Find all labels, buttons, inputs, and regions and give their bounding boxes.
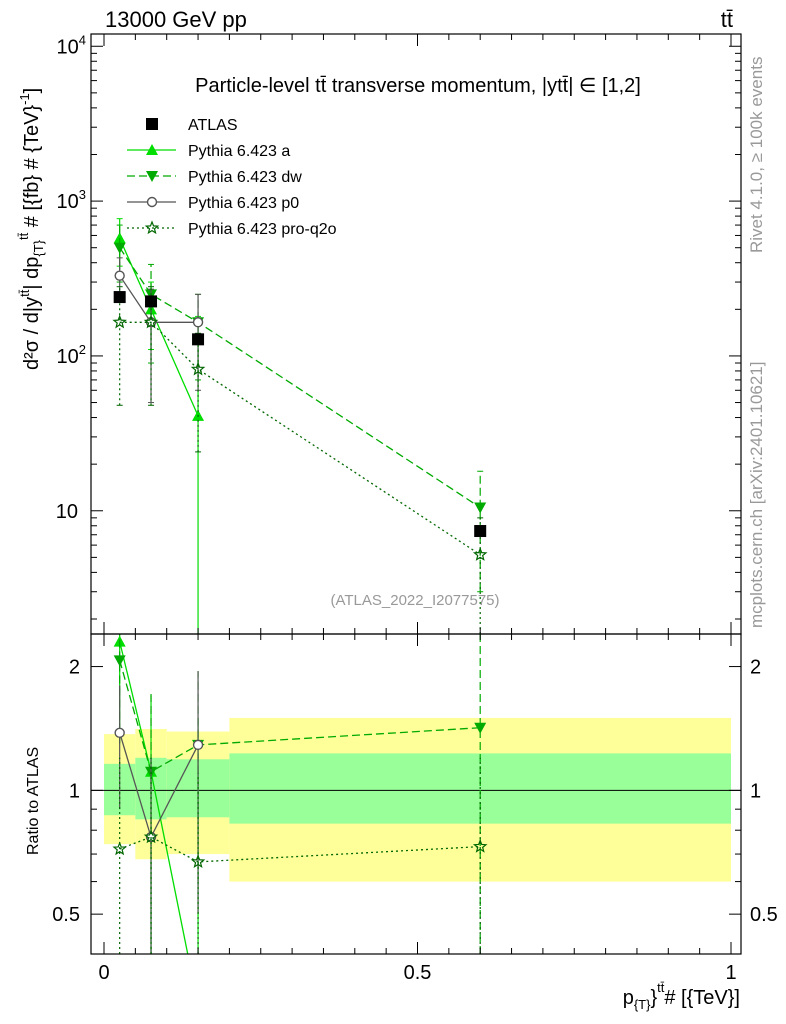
x-label-brace: } (650, 987, 657, 1009)
legend: ATLAS Pythia 6.423 a Pythia 6.423 dw Pythia… (127, 117, 337, 238)
axis-ticks: 0 0.5 1 10 102 103 104 0.5 0.5 1 1 2 2 (52, 32, 778, 984)
y-tick-label: 104 (57, 32, 86, 58)
legend-marker (146, 118, 158, 130)
ratio-point (143, 829, 159, 844)
legend-entry: Pythia 6.423 p0 (127, 195, 299, 212)
series-point (472, 547, 488, 561)
series-point (112, 314, 127, 329)
series-point (113, 232, 126, 244)
data-points-layer (113, 291, 487, 538)
legend-marker (144, 220, 160, 235)
series-line (119, 247, 481, 509)
x-axis-label: p{T}}tt̄# [{TeV}] (623, 980, 740, 1012)
legend-label: Pythia 6.423 a (188, 143, 290, 160)
x-label-sup: tt̄ (657, 980, 665, 995)
y-tick-label: 102 (57, 342, 86, 368)
ratio-point (112, 841, 127, 856)
ratio-point (474, 722, 487, 734)
ratio-point (472, 838, 488, 853)
y-tick-label: 103 (57, 187, 86, 213)
atlas-data-point (192, 333, 205, 346)
ratio-series-3 (112, 757, 488, 954)
ratio-point (190, 854, 206, 869)
x-label-main: p (623, 987, 634, 1009)
series-point (113, 242, 126, 254)
y-label-mid: | dp (21, 257, 43, 290)
ratio-point (113, 655, 126, 667)
series-0 (113, 218, 205, 635)
atlas-data-point (113, 291, 126, 304)
legend-entry: Pythia 6.423 dw (127, 169, 302, 186)
mcplots-source-label: mcplots.cern.ch [arXiv:2401.10621] (747, 362, 766, 628)
x-label-end: # [{TeV}] (664, 987, 740, 1009)
legend-marker (146, 171, 158, 182)
series-line (119, 238, 199, 417)
series-point (192, 317, 204, 328)
ratio-point (192, 739, 204, 751)
y-label-sup1: tt̄ (17, 289, 32, 297)
series-point (474, 502, 487, 514)
series-point (190, 361, 206, 376)
ratio-tick-label-right: 0.5 (750, 904, 778, 926)
ratio-y-axis-label: Ratio to ATLAS (25, 747, 42, 855)
ratio-plot-frame (90, 633, 742, 955)
x-tick-label: 0.5 (404, 962, 432, 984)
y-label-close: ] (21, 88, 43, 94)
x-label-sub: {T} (634, 997, 651, 1012)
y-label-sup2: tt̄ (16, 232, 31, 240)
legend-label: Pythia 6.423 dw (188, 169, 302, 186)
series-2 (114, 257, 204, 404)
y-label-end: # [{fb} # {TeV} (21, 105, 43, 233)
rivet-version-label: Rivet 4.1.0, ≥ 100k events (747, 57, 766, 253)
legend-label: ATLAS (188, 117, 238, 134)
y-tick-label: 10 (56, 501, 78, 523)
analysis-label: (ATLAS_2022_I2077575) (330, 592, 499, 609)
plot-title: Particle-level tt̄ transverse momentum, … (195, 75, 641, 97)
legend-entry: Pythia 6.423 pro-q2o (127, 220, 337, 238)
y-label-main: d²σ / d|y (21, 297, 43, 370)
series-point (114, 270, 125, 281)
series-layer (112, 218, 488, 635)
legend-label: Pythia 6.423 pro-q2o (188, 221, 337, 238)
ratio-tick-label-left: 2 (69, 657, 80, 679)
atlas-data-point (145, 295, 158, 308)
ratio-point (114, 727, 125, 739)
legend-entry: Pythia 6.423 a (127, 143, 290, 160)
collision-label: 13000 GeV pp (105, 7, 247, 32)
legend-marker (146, 196, 158, 208)
series-line (119, 321, 481, 556)
process-label: tt̄ (721, 7, 733, 32)
atlas-data-point (474, 525, 487, 538)
ratio-tick-label-left: 0.5 (52, 904, 80, 926)
series-3 (112, 286, 488, 635)
ratio-tick-label-left: 1 (69, 780, 80, 802)
x-tick-label: 0 (98, 962, 109, 984)
y-label-sub: {T} (31, 239, 46, 256)
series-point (143, 314, 159, 329)
ratio-line (119, 836, 481, 863)
legend-entry: ATLAS (146, 117, 238, 134)
series-1 (113, 224, 487, 593)
legend-label: Pythia 6.423 p0 (188, 195, 299, 212)
y-axis-label: d²σ / d|ytt̄| dp{T}tt̄ # [{fb} # {TeV}-1… (16, 88, 46, 370)
legend-marker (146, 144, 158, 155)
ratio-tick-label-right: 1 (750, 780, 761, 802)
x-tick-label: 1 (725, 962, 736, 984)
y-label-sup3: -1 (17, 93, 32, 105)
ratio-series-layer (112, 634, 488, 954)
ratio-tick-label-right: 2 (750, 657, 761, 679)
